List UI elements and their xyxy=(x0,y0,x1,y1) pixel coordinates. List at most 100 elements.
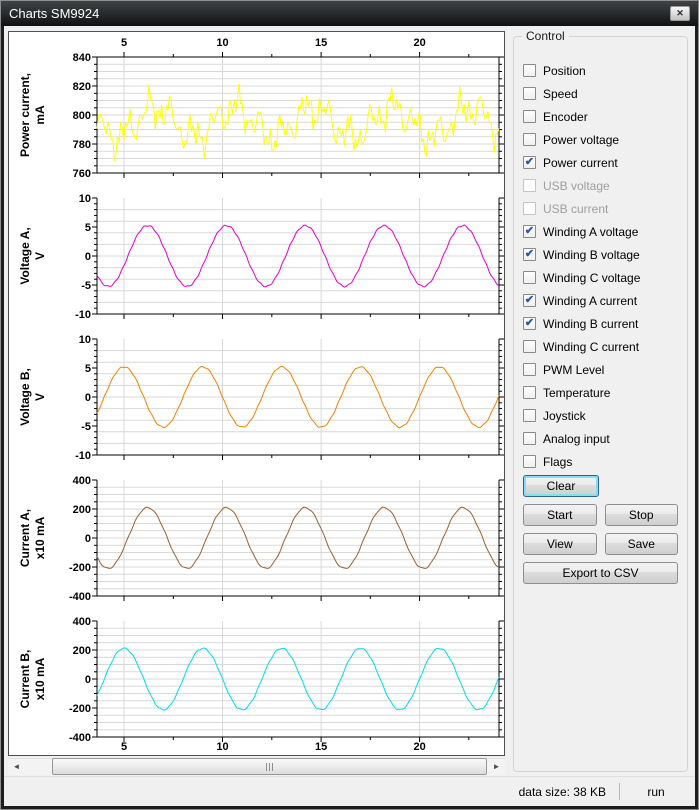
stop-button-label: Stop xyxy=(628,508,654,522)
checkbox-item-temperature[interactable]: Temperature xyxy=(523,381,683,404)
svg-text:-400: -400 xyxy=(69,591,91,603)
checkbox-label: USB voltage xyxy=(543,178,610,193)
checkbox-label: Temperature xyxy=(543,385,611,400)
checkbox-box[interactable] xyxy=(523,455,536,468)
svg-text:10: 10 xyxy=(79,334,91,346)
svg-text:0: 0 xyxy=(85,674,91,686)
checkbox-box[interactable] xyxy=(523,87,536,100)
checkbox-label: Position xyxy=(543,63,586,78)
svg-text:780: 780 xyxy=(73,139,91,151)
save-button[interactable]: Save xyxy=(604,533,678,555)
checkbox-box[interactable] xyxy=(523,409,536,422)
scroll-right-icon: ► xyxy=(492,762,501,771)
clear-button[interactable]: Clear xyxy=(523,475,599,497)
checkbox-box[interactable]: ✔ xyxy=(523,225,536,238)
checkbox-label: Speed xyxy=(543,86,578,101)
svg-text:200: 200 xyxy=(73,645,91,657)
close-button[interactable]: ✕ xyxy=(670,6,690,21)
checkbox-item-pwm-level[interactable]: PWM Level xyxy=(523,358,683,381)
checkbox-box[interactable]: ✔ xyxy=(523,294,536,307)
svg-text:15: 15 xyxy=(315,37,327,49)
window-title: Charts SM9924 xyxy=(9,6,100,21)
scrollbar-thumb[interactable] xyxy=(52,758,487,775)
thumb-grip-icon xyxy=(266,762,267,771)
svg-text:-10: -10 xyxy=(75,450,91,462)
svg-text:-10: -10 xyxy=(75,309,91,321)
checkbox-label: Winding A voltage xyxy=(543,224,639,239)
horizontal-scrollbar[interactable]: ◄ ► xyxy=(8,758,505,775)
checkbox-item-winding-c-voltage[interactable]: Winding C voltage xyxy=(523,266,683,289)
checkbox-item-analog-input[interactable]: Analog input xyxy=(523,427,683,450)
checkbox-item-winding-b-current[interactable]: ✔ Winding B current xyxy=(523,312,683,335)
scrollbar-track[interactable] xyxy=(25,758,488,775)
scroll-left-button[interactable]: ◄ xyxy=(8,758,25,775)
checkbox-label: PWM Level xyxy=(543,362,605,377)
clear-button-label: Clear xyxy=(546,479,576,493)
checkbox-box[interactable] xyxy=(523,64,536,77)
svg-text:5: 5 xyxy=(121,741,127,753)
view-button[interactable]: View xyxy=(523,533,597,555)
checkbox-item-winding-a-voltage[interactable]: ✔ Winding A voltage xyxy=(523,220,683,243)
checkbox-item-speed[interactable]: Speed xyxy=(523,82,683,105)
start-button[interactable]: Start xyxy=(523,504,597,526)
svg-text:15: 15 xyxy=(315,741,327,753)
checkbox-box[interactable] xyxy=(523,386,536,399)
status-divider xyxy=(619,783,620,800)
save-button-label: Save xyxy=(627,537,655,551)
svg-text:400: 400 xyxy=(73,616,91,628)
checkbox-item-joystick[interactable]: Joystick xyxy=(523,404,683,427)
svg-text:800: 800 xyxy=(73,110,91,122)
checkbox-box xyxy=(523,202,536,215)
checkbox-box[interactable] xyxy=(523,110,536,123)
button-block: Clear Start Stop View Save xyxy=(523,475,678,591)
checkbox-item-flags[interactable]: Flags xyxy=(523,450,683,473)
scroll-right-button[interactable]: ► xyxy=(488,758,505,775)
checkbox-label: Winding B current xyxy=(543,316,639,331)
svg-text:20: 20 xyxy=(413,741,425,753)
checkbox-box[interactable]: ✔ xyxy=(523,248,536,261)
checkbox-label: Joystick xyxy=(543,408,586,423)
view-button-label: View xyxy=(546,537,573,551)
svg-text:5: 5 xyxy=(85,363,91,375)
svg-text:0: 0 xyxy=(85,533,91,545)
svg-text:mA: mA xyxy=(33,105,47,125)
checkbox-box[interactable] xyxy=(523,133,536,146)
svg-text:840: 840 xyxy=(73,52,91,64)
data-size-status: data size: 38 KB xyxy=(518,784,606,799)
checkbox-item-encoder[interactable]: Encoder xyxy=(523,105,683,128)
scroll-left-icon: ◄ xyxy=(12,762,21,771)
status-bar: data size: 38 KB run xyxy=(4,776,695,806)
title-bar[interactable]: Charts SM9924 ✕ xyxy=(1,1,698,26)
svg-text:5: 5 xyxy=(85,222,91,234)
checkbox-item-power-current[interactable]: ✔ Power current xyxy=(523,151,683,174)
svg-text:400: 400 xyxy=(73,475,91,487)
checkbox-label: Flags xyxy=(543,454,573,469)
checkbox-label: USB current xyxy=(543,201,609,216)
stop-button[interactable]: Stop xyxy=(604,504,678,526)
checkmark-icon: ✔ xyxy=(524,316,535,329)
svg-text:200: 200 xyxy=(73,504,91,516)
checkbox-item-winding-c-current[interactable]: Winding C current xyxy=(523,335,683,358)
export-csv-button[interactable]: Export to CSV xyxy=(523,562,678,584)
checkbox-box[interactable]: ✔ xyxy=(523,317,536,330)
checkbox-item-usb-voltage: USB voltage xyxy=(523,174,683,197)
checkbox-item-usb-current: USB current xyxy=(523,197,683,220)
svg-text:Current B,: Current B, xyxy=(18,650,32,709)
checkbox-label: Winding C voltage xyxy=(543,270,641,285)
checkbox-box[interactable] xyxy=(523,432,536,445)
checkbox-label: Winding B voltage xyxy=(543,247,640,262)
checkbox-item-power-voltage[interactable]: Power voltage xyxy=(523,128,683,151)
checkbox-box[interactable] xyxy=(523,363,536,376)
checkbox-label: Analog input xyxy=(543,431,610,446)
checkbox-box[interactable] xyxy=(523,340,536,353)
checkbox-box xyxy=(523,179,536,192)
svg-text:820: 820 xyxy=(73,81,91,93)
svg-text:V: V xyxy=(33,252,47,260)
checkbox-item-position[interactable]: Position xyxy=(523,59,683,82)
checkbox-box[interactable]: ✔ xyxy=(523,156,536,169)
checkbox-item-winding-a-current[interactable]: ✔ Winding A current xyxy=(523,289,683,312)
checkbox-box[interactable] xyxy=(523,271,536,284)
svg-text:-5: -5 xyxy=(81,421,91,433)
checkbox-item-winding-b-voltage[interactable]: ✔ Winding B voltage xyxy=(523,243,683,266)
thumb-grip-icon xyxy=(269,762,270,771)
